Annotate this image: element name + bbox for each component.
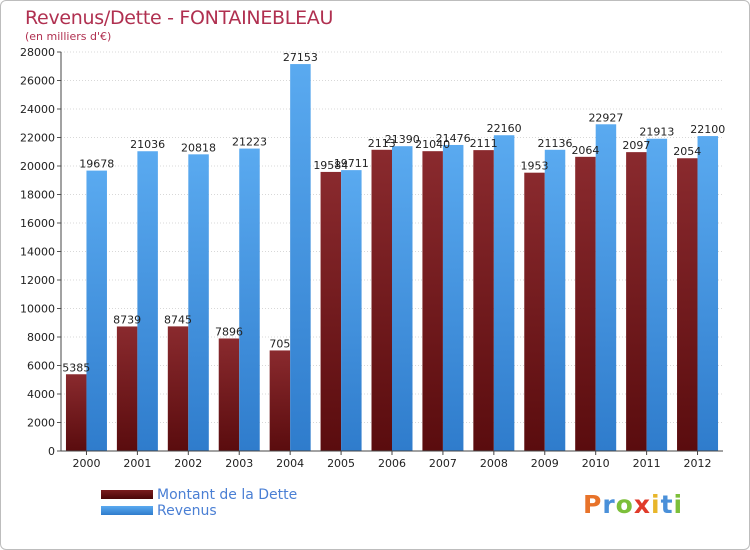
bar-revenue [86,170,107,451]
data-label-debt: 8745 [164,313,192,326]
y-tick-label: 12000 [20,274,55,287]
y-tick-label: 18000 [20,189,55,202]
bar-debt [575,156,596,451]
bar-debt [626,152,647,451]
chart-title: Revenus/Dette - FONTAINEBLEAU [25,7,334,29]
bar-debt [269,350,291,451]
x-tick-label: 2006 [378,457,406,470]
data-label-debt: 2064 [571,144,599,157]
chart-subtitle: (en milliers d'€) [25,30,112,43]
bar-revenue [595,124,617,451]
y-tick-label: 0 [48,445,55,458]
data-label-revenue: 21390 [385,133,420,146]
bar-revenue [493,135,515,451]
data-label-debt: 8739 [113,313,141,326]
x-tick-label: 2012 [684,457,712,470]
x-tick-label: 2004 [276,457,304,470]
data-label-revenue: 22100 [690,123,725,136]
y-tick-label: 16000 [20,217,55,230]
legend-swatch-debt [101,490,153,499]
x-tick-label: 2010 [582,457,610,470]
data-label-debt: 21040 [415,138,450,151]
y-tick-label: 6000 [27,360,55,373]
bar-debt [167,326,189,451]
data-label-revenue: 21476 [436,132,471,145]
bar-debt [473,150,494,452]
data-label-revenue: 22160 [487,122,522,135]
y-tick-label: 28000 [20,46,55,59]
data-label-debt: 2054 [673,145,701,158]
legend-swatch-revenue [101,506,153,515]
data-label-revenue: 21223 [232,136,267,149]
bar-revenue [646,138,668,451]
data-label-revenue: 27153 [283,51,318,64]
data-label-revenue: 22927 [588,111,623,124]
logo-letter: o [615,490,634,519]
data-label-debt: 2111 [470,137,498,150]
legend-label-debt: Montant de la Dette [157,487,298,503]
data-label-debt: 705 [269,337,290,350]
x-tick-label: 2000 [72,457,100,470]
logo-letter: x [633,490,651,519]
bar-debt [677,158,698,452]
bar-revenue [239,148,260,451]
data-label-revenue: 19711 [334,157,369,170]
y-tick-label: 8000 [27,331,55,344]
data-label-debt: 7896 [215,325,243,338]
bar-debt [320,171,342,452]
data-label-debt: 2097 [622,139,650,152]
y-tick-label: 26000 [20,75,55,88]
y-tick-label: 14000 [20,246,55,259]
bar-debt [371,149,392,452]
legend-label-revenue: Revenus [157,503,217,519]
x-tick-label: 2005 [327,457,355,470]
x-tick-label: 2003 [225,457,253,470]
bar-revenue [442,144,464,452]
proxiti-logo: Proxiti [583,490,683,519]
y-tick-label: 2000 [27,417,55,430]
bar-debt [524,172,545,452]
bar-debt [65,374,87,451]
bar-debt [218,338,240,451]
x-tick-label: 2008 [480,457,508,470]
data-label-debt: 2113 [368,137,396,150]
data-label-revenue: 21913 [639,126,674,139]
logo-letter: i [651,490,661,519]
data-label-revenue: 21036 [130,138,165,151]
data-label-debt: 5385 [62,361,90,374]
x-tick-label: 2011 [633,457,661,470]
bar-revenue [137,151,158,451]
logo-letter: t [660,490,674,519]
data-label-revenue: 20818 [181,141,216,154]
bar-debt [116,326,138,451]
data-label-debt: 1953 [521,160,549,173]
logo-letter: r [602,490,616,519]
bar-debt [422,151,443,451]
bar-revenue [544,149,566,451]
bar-revenue [697,136,719,451]
y-tick-label: 10000 [20,303,55,316]
data-label-revenue: 21136 [538,137,573,150]
bar-revenue [188,154,209,451]
bar-revenue [392,146,413,451]
data-label-revenue: 19678 [79,158,114,171]
y-tick-label: 20000 [20,160,55,173]
bar-revenue [341,170,362,451]
x-tick-label: 2001 [123,457,151,470]
y-tick-label: 4000 [27,388,55,401]
data-label-debt: 19584 [313,159,348,172]
y-tick-label: 22000 [20,132,55,145]
logo-letter: i [673,490,684,519]
x-tick-label: 2009 [531,457,559,470]
y-tick-label: 24000 [20,103,55,116]
logo-letter: P [583,490,603,519]
x-tick-label: 2002 [174,457,202,470]
x-tick-label: 2007 [429,457,457,470]
bar-revenue [290,64,311,451]
